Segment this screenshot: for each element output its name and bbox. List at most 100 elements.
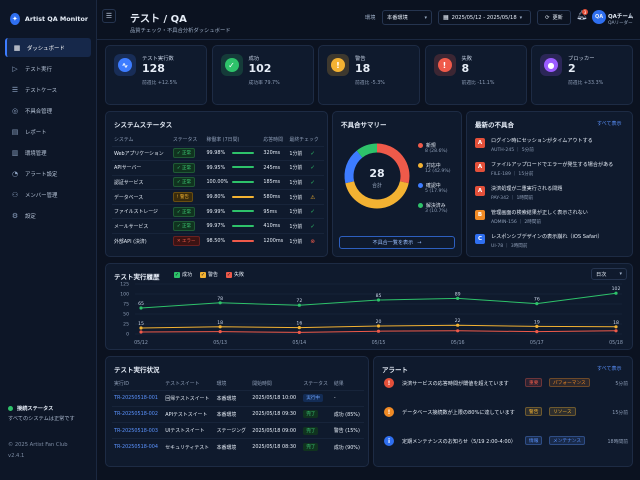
test-history-title: テスト実行履歴 <box>114 273 160 281</box>
data-point[interactable] <box>456 329 460 333</box>
date-range-picker[interactable]: ▦ 2025/05/12 - 2025/05/18 ▾ <box>438 10 531 25</box>
app-name: Artist QA Monitor <box>24 15 88 23</box>
test-history-card: テスト実行履歴 ✓ 成功 ✓ 警告 ✓ 失敗 日次 ▾ 0 25 50 75 100 125 05/12… <box>105 263 633 350</box>
list-icon: ☰ <box>11 85 19 94</box>
legend-item[interactable]: ✓ 失敗 <box>226 271 244 278</box>
table-row[interactable]: 認証サービス ✓ 正常 100.00% 185ms 1分前 ✓ <box>112 174 324 190</box>
defect-legend-item: 確認中 5 (17.9%) <box>418 182 468 194</box>
alert-item[interactable]: ! 決済サービスの応答時間が閾値を超えています 重要 パフォーマンス 5分前 <box>382 373 630 397</box>
logo[interactable]: ✦ Artist QA Monitor <box>0 0 96 28</box>
range-select[interactable]: 日次 ▾ <box>591 268 627 280</box>
table-row[interactable]: TR-20250518-003 UIテストスイート ステージング 2025/05/18… <box>112 422 364 439</box>
system-name: 外部API (決済) <box>112 233 171 249</box>
bell-icon[interactable]: 🔔︎ <box>576 11 588 21</box>
data-point[interactable] <box>218 330 222 334</box>
data-point[interactable] <box>614 291 618 295</box>
data-point[interactable] <box>535 302 539 306</box>
sidebar-item-2[interactable]: ☰ テストケース <box>5 80 91 99</box>
sidebar-item-3[interactable]: ◎ 不具合管理 <box>5 101 91 120</box>
sidebar-item-8[interactable]: ⚙ 設定 <box>5 206 91 225</box>
data-point[interactable] <box>614 325 618 329</box>
severity-badge: A <box>475 138 485 148</box>
bug-item[interactable]: B 管理画面の検索結果が正しく表示されない ADMIN-156 ｜ 2時間前 <box>475 208 625 230</box>
chevron-down-icon[interactable]: ▾ <box>629 14 632 20</box>
uptime-cell: 98.50% <box>204 233 262 249</box>
data-point[interactable] <box>297 330 301 334</box>
kpi-card[interactable]: ! 失敗 8 前週比 -11.1% <box>424 45 527 105</box>
data-point[interactable] <box>139 330 143 334</box>
sidebar-item-6[interactable]: ◔ アラート設定 <box>5 164 91 183</box>
kpi-label: テスト実行数 <box>142 56 174 62</box>
alert-item[interactable]: i 定期メンテナンスのお知らせ（5/19 2:00-4:00） 情報 メンテナンス 18… <box>382 431 630 455</box>
last-check: 1分前 <box>289 238 303 245</box>
latest-bugs-view-all-link[interactable]: すべて表示 <box>597 121 622 127</box>
menu-toggle-button[interactable]: ☰ <box>102 9 116 23</box>
defect-list-button[interactable]: 不具合一覧を表示 → <box>339 236 455 249</box>
bug-item[interactable]: A 決済処理が二重実行される問題 PAY-342 ｜ 1時間前 <box>475 184 625 206</box>
table-row[interactable]: ファイルストレージ ✓ 正常 99.99% 95ms 1分前 ✓ <box>112 203 324 219</box>
avatar[interactable]: QA <box>592 10 606 24</box>
status-cell: ✓ 正常 <box>170 203 205 219</box>
bug-item[interactable]: A ファイルアップロードでエラーが発生する場合がある FILE-189 ｜ 15分前 <box>475 160 625 182</box>
x-tick-label: 05/15 <box>372 340 386 346</box>
data-point[interactable] <box>376 298 381 302</box>
table-row[interactable]: TR-20250518-004 セキュリティテスト 本番環境 2025/05/18 0… <box>112 438 364 456</box>
kpi-card[interactable]: ∿ テスト実行数 128 前週比 +12.5% <box>105 45 207 105</box>
fail-icon: ! <box>433 54 456 76</box>
data-point[interactable] <box>456 323 460 327</box>
sidebar-item-7[interactable]: ⚇ メンバー管理 <box>5 185 91 204</box>
data-point[interactable] <box>139 306 143 310</box>
env-select[interactable]: 本番環境 ▾ <box>382 10 432 25</box>
data-point[interactable] <box>376 324 381 328</box>
sidebar-item-5[interactable]: ▥ 環境管理 <box>5 143 91 162</box>
data-point[interactable] <box>456 296 460 300</box>
run-id-link[interactable]: TR-20250518-004 <box>112 438 164 456</box>
kpi-card[interactable]: ! 警告 18 前週比 -5.3% <box>318 45 420 105</box>
bug-item[interactable]: C レスポンシブデザインの表示崩れ（iOS Safari） UI-78 ｜ 3時間前 <box>475 232 625 254</box>
bug-item[interactable]: A ログイン時にセッションがタイムアウトする AUTH-245 ｜ 5分前 <box>475 136 625 158</box>
alert-category-tag: メンテナンス <box>549 436 586 445</box>
alert-item[interactable]: ! データベース接続数が上限の80%に達しています 警告 リソース 15分前 <box>382 402 630 426</box>
bug-title: レスポンシブデザインの表示崩れ（iOS Safari） <box>491 234 603 240</box>
data-point[interactable] <box>218 325 222 329</box>
refresh-button[interactable]: ⟳ 更新 <box>537 10 571 25</box>
data-point[interactable] <box>376 329 381 333</box>
kpi-card[interactable]: ✓ 成功 102 成功率 79.7% <box>211 45 314 105</box>
data-point[interactable] <box>297 303 301 307</box>
data-point[interactable] <box>535 324 539 328</box>
table-row[interactable]: TR-20250518-002 APIテストスイート 本番環境 2025/05/18 … <box>112 405 364 423</box>
data-point[interactable] <box>218 301 222 305</box>
run-id-link[interactable]: TR-20250518-003 <box>112 422 164 439</box>
bug-meta: ADMIN-156 ｜ 2時間前 <box>491 220 542 225</box>
data-point[interactable] <box>614 329 618 333</box>
sidebar-item-1[interactable]: ▷ テスト実行 <box>5 59 91 78</box>
result: 警告 (15%) <box>331 422 364 439</box>
table-row[interactable]: Webアプリケーション ✓ 正常 99.98% 320ms 1分前 ✓ <box>112 145 324 161</box>
legend-item[interactable]: ✓ 成功 <box>174 271 192 278</box>
users-icon: ⚇ <box>11 190 19 199</box>
table-row[interactable]: 外部API (決済) ✕ エラー 98.50% 1200ms 1分前 ⊗ <box>112 233 324 249</box>
user-name[interactable]: QAチーム <box>608 14 634 20</box>
data-point[interactable] <box>139 326 143 330</box>
data-point[interactable] <box>297 326 301 330</box>
run-id-link[interactable]: TR-20250518-001 <box>112 389 164 407</box>
legend-label-row: 対応中 <box>418 162 468 169</box>
table-row[interactable]: データベース! 警告 99.80% 580ms 1分前 ⚠ <box>112 189 324 205</box>
refresh-label: 更新 <box>552 15 563 21</box>
connection-status-title: 接続ステータス <box>17 406 54 412</box>
data-point[interactable] <box>535 330 539 334</box>
alerts-view-all-link[interactable]: すべて表示 <box>597 366 622 372</box>
alert-category-tag: リソース <box>549 407 576 416</box>
kpi-card[interactable]: ● ブロッカー 2 前週比 +33.3% <box>531 45 633 105</box>
table-row[interactable]: TR-20250518-001 回帰テストスイート 本番環境 2025/05/18 1… <box>112 389 364 407</box>
warning-icon: ! <box>327 54 349 76</box>
table-row[interactable]: メールサービス ✓ 正常 99.97% 410ms 1分前 ✓ <box>112 218 324 234</box>
table-row[interactable]: APIサーバー ✓ 正常 99.95% 245ms 1分前 ✓ <box>112 160 324 176</box>
run-id-link[interactable]: TR-20250518-002 <box>112 405 164 423</box>
bug-title: 決済処理が二重実行される問題 <box>491 186 563 192</box>
sidebar-item-0[interactable]: ▦ ダッシュボード <box>5 38 91 57</box>
latest-bugs-title: 最新の不具合 <box>475 121 514 129</box>
sidebar-item-4[interactable]: ▤ レポート <box>5 122 91 141</box>
legend-item[interactable]: ✓ 警告 <box>200 271 218 278</box>
page-title: テスト / QA <box>130 14 187 25</box>
